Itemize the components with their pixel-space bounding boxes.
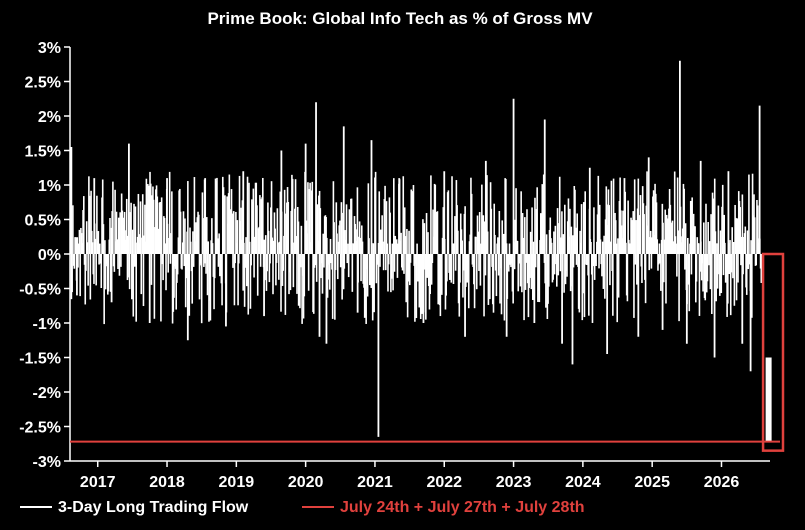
- flow-bars: [69, 60, 763, 437]
- x-tick-label: 2022: [426, 474, 462, 491]
- overlay: [70, 252, 785, 452]
- x-tick-label: 2025: [634, 474, 670, 491]
- legend: 3-Day Long Trading Flow July 24th + July …: [20, 499, 585, 516]
- y-tick-label: 1%: [38, 178, 61, 195]
- y-tick-label: 0.5%: [25, 213, 61, 230]
- y-tick-label: -0.5%: [19, 282, 61, 299]
- y-tick-label: 3%: [38, 40, 61, 57]
- y-tick-label: 1.5%: [25, 144, 61, 161]
- x-tick-label: 2026: [704, 474, 740, 491]
- x-tick-label: 2021: [357, 474, 393, 491]
- y-tick-label: -3%: [33, 454, 61, 471]
- y-tick-label: 2.5%: [25, 75, 61, 92]
- chart-title: Prime Book: Global Info Tech as % of Gro…: [207, 9, 593, 28]
- x-tick-label: 2019: [219, 474, 255, 491]
- x-tick-label: 2020: [288, 474, 324, 491]
- highlight-box: [761, 252, 785, 452]
- x-tick-label: 2024: [565, 474, 601, 491]
- y-axis: 3% 2.5% 2% 1.5% 1% 0.5% 0% -0.5% -1% -1.5% -2% -2.5…: [19, 40, 71, 471]
- legend-label-july: July 24th + July 27th + July 28th: [340, 499, 585, 516]
- latest-flow-bar: [765, 357, 772, 442]
- x-tick-label: 2023: [496, 474, 532, 491]
- y-tick-label: 2%: [38, 109, 61, 126]
- x-axis: 2017 2018 2019 2020 2021 2022 2023 2024 2025 2026: [70, 460, 770, 491]
- y-tick-label: -2.5%: [19, 420, 61, 437]
- y-tick-label: -2%: [33, 385, 61, 402]
- y-tick-label: -1.5%: [19, 351, 61, 368]
- x-tick-label: 2018: [149, 474, 185, 491]
- y-tick-label: -1%: [33, 316, 61, 333]
- x-tick-label: 2017: [80, 474, 116, 491]
- y-tick-label: 0%: [38, 247, 61, 264]
- legend-label-flow: 3-Day Long Trading Flow: [58, 499, 249, 516]
